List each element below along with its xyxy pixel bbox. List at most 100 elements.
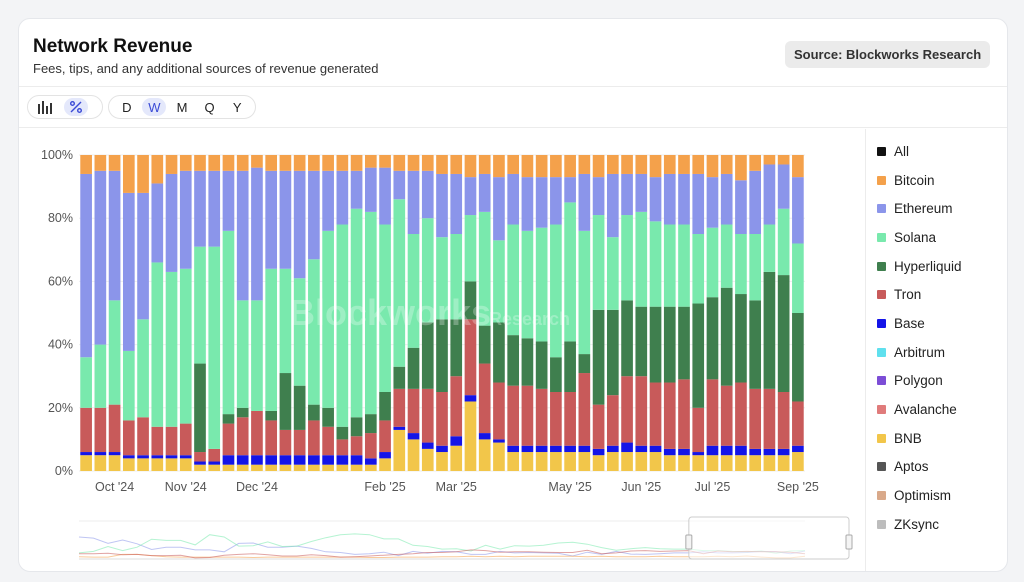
bar-segment-bnb [663,455,676,471]
bar-chart-icon[interactable] [32,98,58,116]
bar-segment-base [421,442,434,449]
bar-segment-hyperliquid [564,341,576,392]
period-y-button[interactable]: Y [232,99,242,115]
bar-segment-tron [350,436,363,456]
legend-item-polygon[interactable]: Polygon [877,367,962,396]
bar-segment-ethereum [222,170,235,231]
bar-segment-hyperliquid [407,347,420,389]
bar-segment-ethereum [208,170,221,247]
bar-segment-bnb [236,464,249,471]
bar-segment-base [122,455,135,459]
bar-segment-solana [293,278,306,386]
bar-segment-tron [464,319,477,396]
bar-segment-ethereum [649,177,662,222]
bar-segment-base [222,455,235,465]
bar-segment-base [521,445,534,453]
legend-item-bitcoin[interactable]: Bitcoin [877,166,962,195]
bar-segment-tron [236,417,249,456]
legend-item-arbitrum[interactable]: Arbitrum [877,338,962,367]
bar-segment-base [635,445,648,453]
legend-swatch [877,519,886,529]
bar-segment-bnb [151,458,164,471]
bar-segment-bitcoin [706,155,719,178]
bar-segment-ethereum [165,173,178,272]
bar-segment-base [407,433,420,440]
legend-item-avalanche[interactable]: Avalanche [877,395,962,424]
legend-item-all[interactable]: All [877,137,962,166]
bar-segment-tron [322,426,334,456]
bar-segment-ethereum [279,170,292,269]
legend-swatch [877,232,886,242]
bar-segment-base [478,433,491,440]
x-tick-label: Sep '25 [777,480,819,494]
bar-segment-hyperliquid [592,309,605,405]
bar-segment-hyperliquid [478,325,491,364]
bar-segment-hyperliquid [464,281,477,320]
bar-segment-tron [308,420,320,456]
bar-segment-bnb [122,458,135,471]
bar-segment-bnb [179,458,192,471]
bar-segment-tron [293,429,306,456]
bar-segment-solana [151,262,164,427]
bar-segment-bitcoin [535,155,548,178]
navigator-line-tron [79,549,806,559]
legend-label: Arbitrum [894,344,946,360]
legend-swatch [877,146,886,156]
bar-segment-hyperliquid [663,306,676,383]
bar-segment-base [265,455,278,465]
bar-segment-ethereum [80,173,92,358]
legend-item-solana[interactable]: Solana [877,223,962,252]
legend-item-base[interactable]: Base [877,309,962,338]
legend-item-bnb[interactable]: BNB [877,424,962,453]
bar-segment-bnb [735,455,747,471]
bar-segment-tron [592,404,605,449]
bar-segment-bitcoin [720,155,733,174]
legend-item-aptos[interactable]: Aptos [877,453,962,482]
bar-segment-solana [450,234,463,320]
bar-segment-ethereum [194,170,206,247]
bar-segment-bitcoin [393,155,406,171]
bar-segment-bnb [336,464,349,471]
y-tick-label: 100% [41,148,73,162]
period-m-button[interactable]: M [176,99,188,115]
navigator-selection[interactable] [688,516,850,560]
navigator-handle-right[interactable] [845,534,853,550]
bar-segment-ethereum [308,170,320,260]
legend-label: Aptos [894,459,929,475]
bar-segment-hyperliquid [350,417,363,437]
legend-item-zksync[interactable]: ZKsync [877,510,962,539]
bar-segment-bnb [550,452,562,471]
bar-segment-solana [222,230,235,415]
bar-segment-solana [464,215,477,282]
bar-segment-ethereum [350,170,363,209]
navigator-handle-left[interactable] [685,534,693,550]
percent-icon[interactable] [64,98,88,116]
legend-swatch [877,462,886,472]
header-divider [19,86,1007,87]
bar-segment-bnb [692,455,705,471]
bar-segment-bnb [592,455,605,471]
period-q-button[interactable]: Q [204,99,215,115]
bar-segment-bnb [678,455,690,471]
bar-segment-bnb [777,455,790,471]
period-d-button[interactable]: D [122,99,132,115]
bar-segment-base [179,455,192,459]
bar-segment-hyperliquid [792,313,804,402]
bar-segment-solana [521,230,534,339]
x-tick-label: Oct '24 [95,480,134,494]
bar-segment-solana [393,199,406,367]
bar-segment-hyperliquid [735,294,747,383]
bar-segment-bnb [165,458,178,471]
legend-item-ethereum[interactable]: Ethereum [877,194,962,223]
bar-segment-base [379,452,391,459]
legend-item-hyperliquid[interactable]: Hyperliquid [877,252,962,281]
bar-segment-bnb [108,455,121,471]
bar-segment-bitcoin [265,155,278,171]
bar-segment-tron [535,388,548,446]
bar-segment-base [621,442,633,453]
bar-segment-tron [122,420,135,456]
bar-segment-base [777,448,790,456]
legend-item-tron[interactable]: Tron [877,280,962,309]
legend-item-optimism[interactable]: Optimism [877,481,962,510]
period-w-button[interactable]: W [142,98,167,116]
